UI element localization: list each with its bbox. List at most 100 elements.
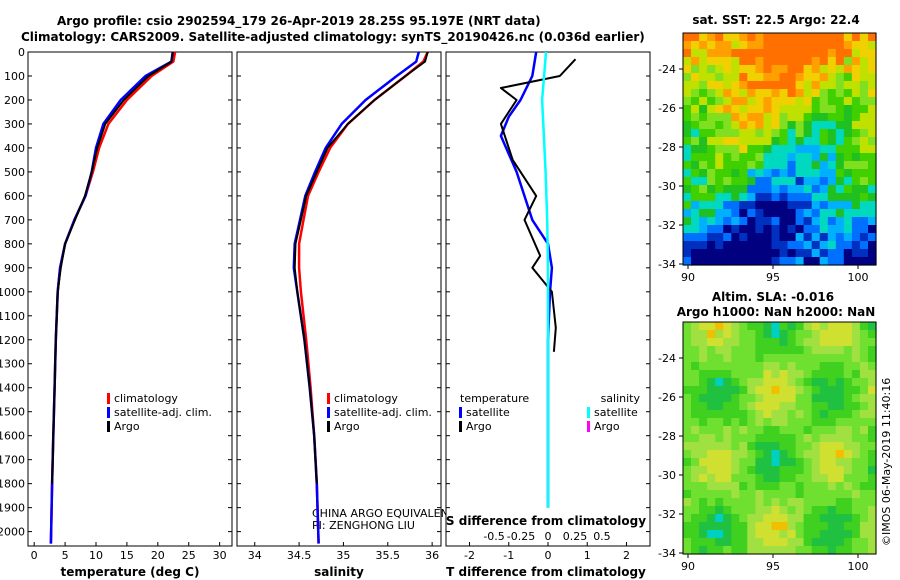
map-cell [811, 458, 821, 467]
map-cell [803, 105, 813, 114]
map-cell [707, 442, 716, 451]
map-cell [803, 346, 813, 355]
map-cell [691, 89, 700, 98]
map-cell [763, 330, 772, 339]
map-cell [827, 386, 837, 395]
map-cell [755, 177, 764, 186]
map-cell [763, 394, 772, 403]
map-cell [699, 33, 708, 42]
map-cell [763, 129, 772, 138]
map-cell [868, 386, 877, 395]
map-cell [699, 458, 708, 467]
title-line1: Argo profile: csio 2902594_179 26-Apr-20… [57, 14, 541, 29]
map-cell [795, 81, 805, 90]
map-cell [859, 97, 869, 106]
map-cell [771, 322, 781, 331]
temperature-axes [27, 51, 233, 547]
map-cell [868, 41, 877, 50]
map-cell [755, 169, 764, 178]
map-cell [683, 137, 692, 146]
map-cell [827, 217, 837, 226]
map-cell [731, 193, 740, 202]
map-cell [755, 41, 764, 50]
map-cell [707, 97, 716, 106]
map-cell [819, 362, 829, 371]
map-cell [691, 546, 700, 555]
map-cell [771, 450, 781, 459]
sdiff-legend-swatch [587, 421, 590, 432]
map-cell [779, 105, 789, 114]
map-cell [851, 538, 861, 547]
map-cell [779, 145, 789, 154]
map-cell [691, 490, 700, 499]
map-cell [723, 49, 732, 58]
map-cell [851, 442, 861, 451]
map-cell [868, 97, 877, 106]
map-cell [803, 137, 813, 146]
map-cell [779, 442, 789, 451]
map-cell [683, 105, 692, 114]
map-cell [811, 65, 821, 74]
map-cell [803, 49, 813, 58]
map-cell [691, 193, 700, 202]
map-cell [683, 185, 692, 194]
map-cell [707, 346, 716, 355]
tdiff-xlabel: T difference from climatology [446, 565, 646, 579]
map-cell [803, 113, 813, 122]
map-cell [771, 121, 781, 130]
map-cell [691, 322, 700, 331]
map-cell [739, 137, 748, 146]
map-cell [691, 161, 700, 170]
map-cell [819, 137, 829, 146]
map-cell [779, 241, 789, 250]
map-cell [691, 370, 700, 379]
map-cell [803, 81, 813, 90]
sla-title2: Argo h1000: NaN h2000: NaN [677, 305, 876, 319]
map-cell [787, 386, 797, 395]
map-cell [827, 346, 837, 355]
map-cell [683, 57, 692, 66]
map-cell [699, 65, 708, 74]
map-cell [731, 522, 740, 531]
map-cell [731, 370, 740, 379]
map-cell [771, 378, 781, 387]
map-cell [868, 330, 877, 339]
map-cell [691, 241, 700, 250]
map-cell [723, 338, 732, 347]
map-cell [763, 193, 772, 202]
map-cell [747, 137, 756, 146]
map-cell [699, 169, 708, 178]
map-cell [731, 378, 740, 387]
temperature-legend-swatch [107, 393, 110, 404]
map-cell [779, 81, 789, 90]
map-cell [699, 322, 708, 331]
map-cell [779, 522, 789, 531]
map-cell [868, 506, 877, 515]
map-cell [843, 241, 853, 250]
tdiff-legend-swatch [459, 421, 462, 432]
map-cell [707, 402, 716, 411]
map-cell [859, 113, 869, 122]
map-cell [699, 225, 708, 234]
map-cell [699, 81, 708, 90]
map-cell [707, 113, 716, 122]
map-cell [731, 113, 740, 122]
map-cell [715, 177, 724, 186]
map-cell [771, 474, 781, 483]
map-cell [747, 249, 756, 258]
salinity-tick-label: 34 [248, 549, 262, 562]
map-cell [811, 418, 821, 427]
map-cell [851, 322, 861, 331]
map-cell [779, 386, 789, 395]
map-cell [843, 442, 853, 451]
map-cell [859, 249, 869, 258]
map-cell [739, 514, 748, 523]
temperature-tick-label: 0 [31, 549, 38, 562]
map-cell [731, 426, 740, 435]
map-cell [803, 394, 813, 403]
temperature-legend-label: Argo [114, 420, 140, 433]
map-cell [827, 57, 837, 66]
map-cell [707, 193, 716, 202]
map-cell [835, 241, 845, 250]
map-cell [851, 338, 861, 347]
